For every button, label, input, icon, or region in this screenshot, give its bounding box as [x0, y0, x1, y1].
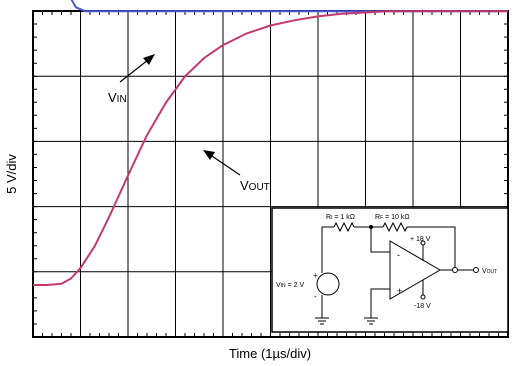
traces [33, 0, 508, 286]
rf-label: RF = 10 kΩ [375, 214, 410, 221]
pos-supply-label: + 18 V [410, 236, 431, 243]
vout-terminal-label: VOUT [482, 268, 497, 275]
output-node [452, 267, 458, 273]
series-line-vout [33, 10, 508, 286]
ri-label: RI = 1 kΩ [326, 214, 355, 221]
opamp-minus-sign: - [397, 250, 400, 260]
inverting-input-wire [370, 227, 390, 253]
series-line-vin [70, 0, 508, 13]
vout-arrowhead [203, 150, 215, 160]
source-plus-sign: + [313, 271, 318, 280]
neg-supply-label: -18 V [414, 303, 431, 310]
rf-feedback-wire [407, 226, 456, 270]
vout-label: VOUT [240, 178, 270, 193]
pos-supply-terminal [420, 240, 426, 246]
source-top-wire [321, 226, 334, 273]
opamp-triangle [389, 240, 441, 300]
vin-source-label: VIN = 2 V [276, 282, 304, 289]
output-terminal [473, 267, 479, 273]
opamp-plus-sign: + [397, 286, 402, 296]
x-axis-label: Time (1µs/div) [229, 346, 311, 361]
vin-label: VIN [108, 90, 127, 105]
circuit-inset: RI = 1 kΩ RF = 10 kΩ + 18 V -18 V - + + … [271, 207, 509, 333]
vin-arrowhead [143, 54, 155, 65]
source-minus-sign: - [314, 292, 317, 301]
rf-resistor [382, 221, 408, 233]
ri-resistor [333, 221, 355, 233]
neg-supply-terminal [420, 294, 426, 300]
y-axis-label: 5 V/div [4, 154, 19, 194]
junction-dot [369, 225, 373, 229]
ground-symbol-right [364, 317, 378, 325]
noninverting-input-wire [370, 288, 390, 318]
voltage-source [316, 272, 340, 296]
ground-symbol-left [315, 317, 329, 325]
